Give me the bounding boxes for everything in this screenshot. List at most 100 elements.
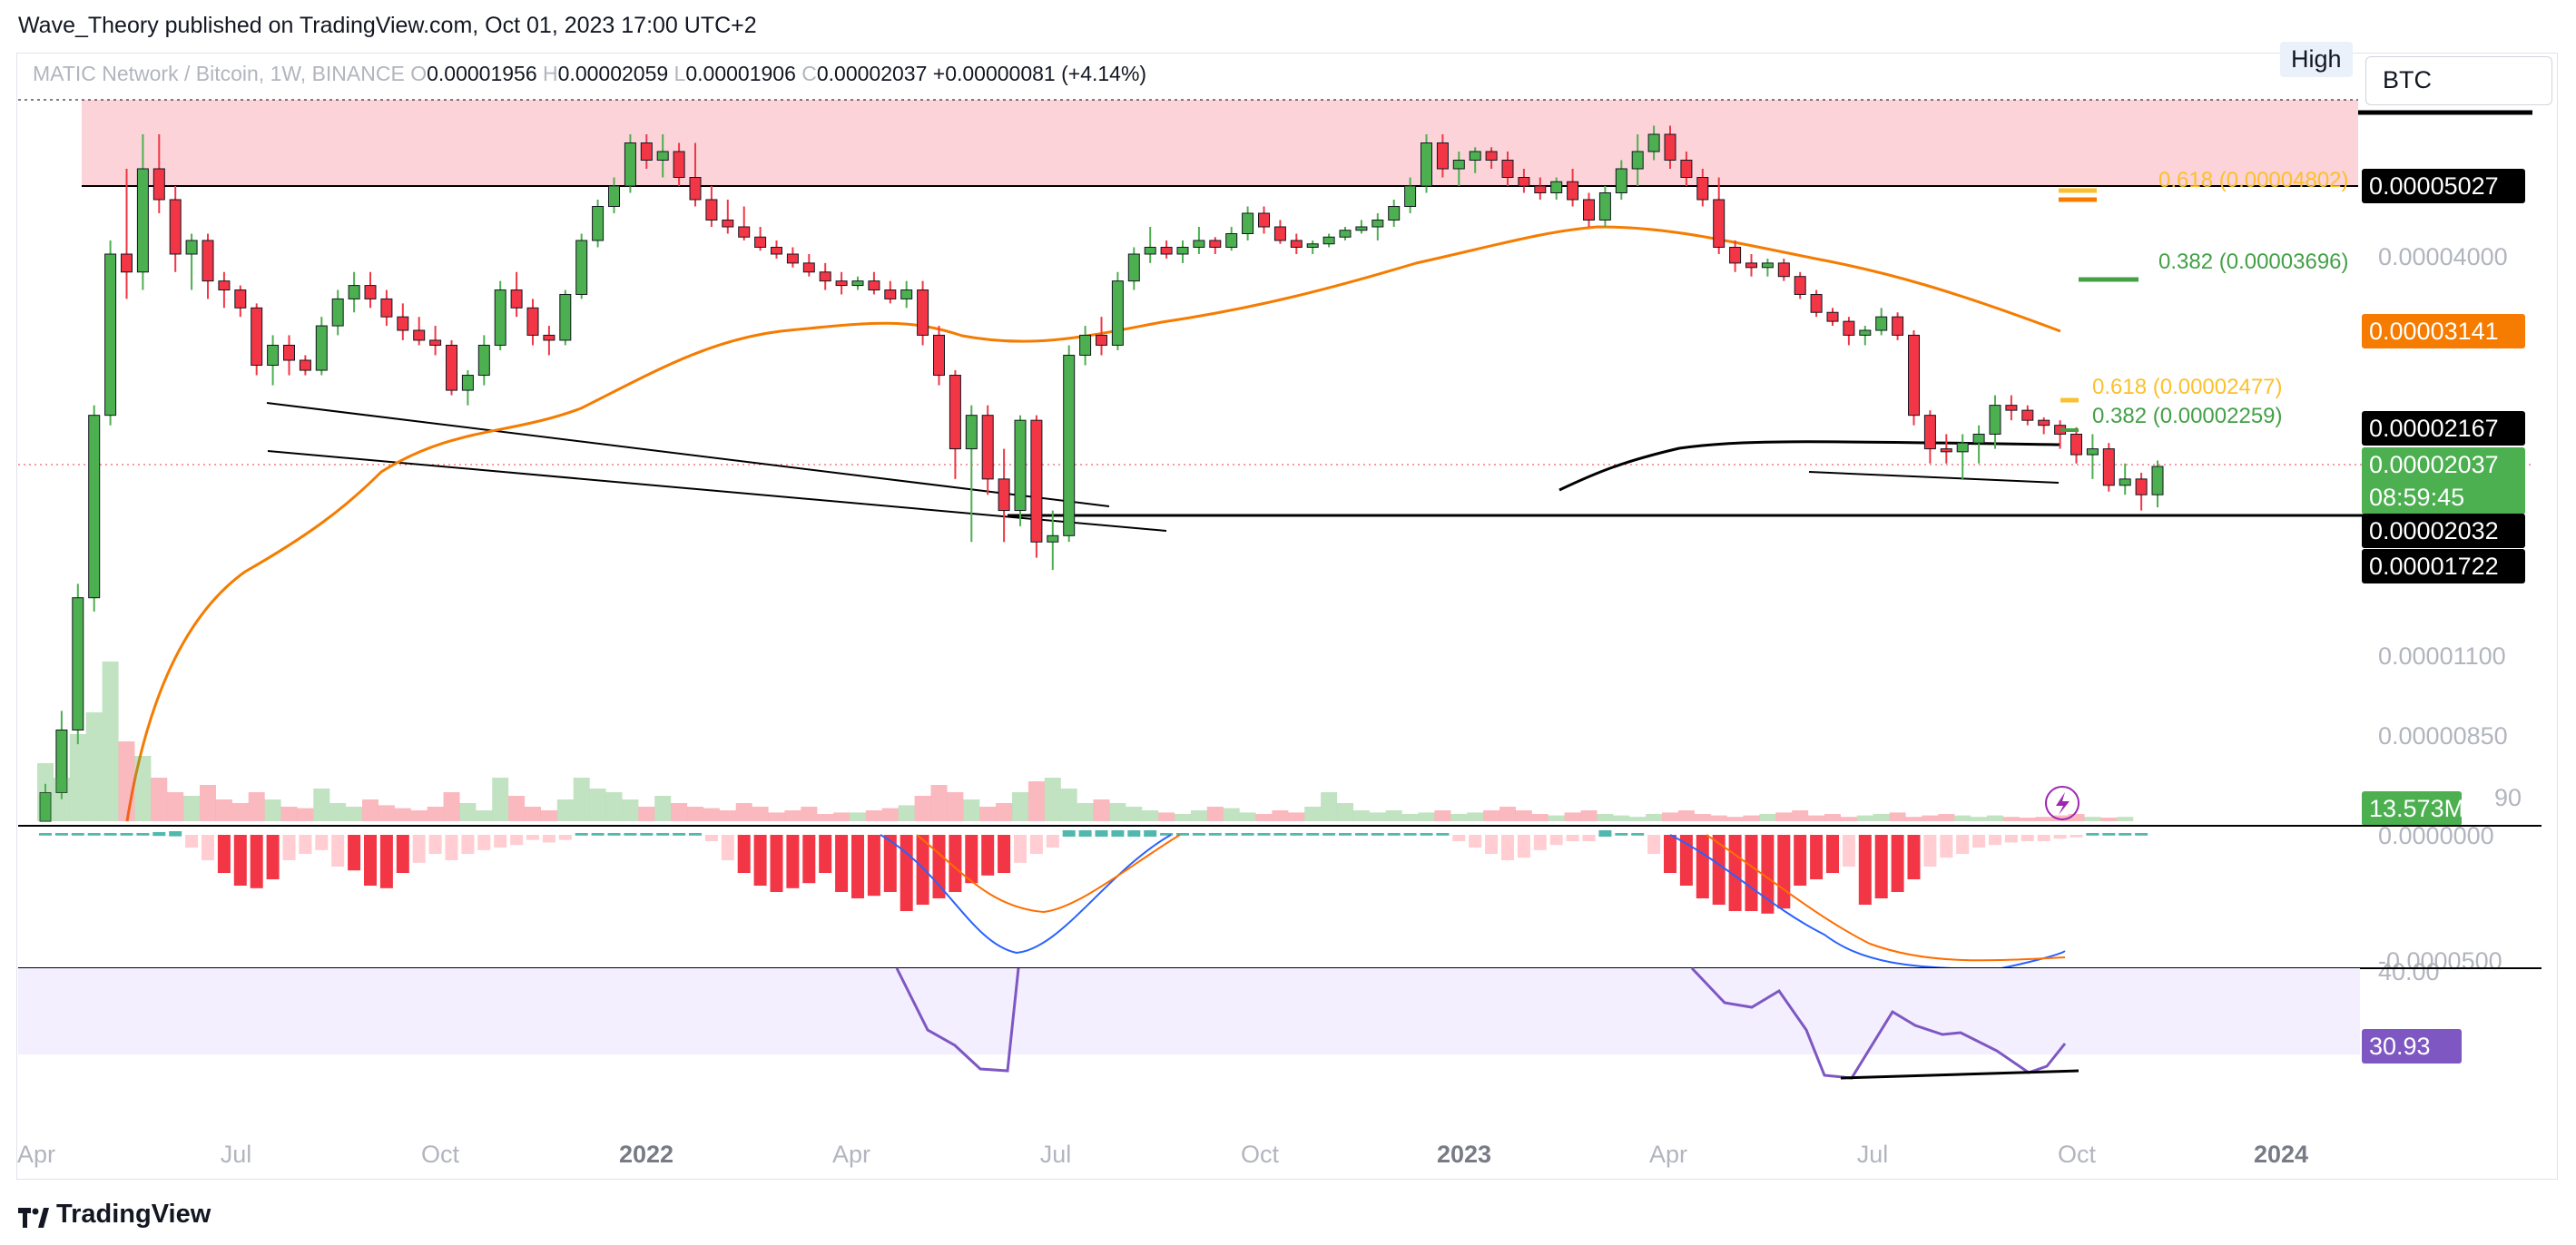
candle [1956, 434, 1969, 479]
macd-bar [1387, 833, 1401, 836]
candle [1355, 220, 1368, 234]
candle [413, 317, 426, 346]
high-button[interactable]: High [2280, 42, 2353, 77]
macd-bar [2020, 835, 2034, 841]
volume-bar [1109, 803, 1126, 821]
price-axis-label: 0.00001100 [2378, 642, 2506, 670]
candle-body [835, 280, 848, 287]
macd-bar [1810, 835, 1824, 879]
time-axis-label: Oct [2058, 1141, 2097, 1168]
macd-bar [1696, 835, 1709, 898]
candle [1908, 330, 1920, 426]
candle [1242, 206, 1254, 240]
candle-body [1892, 316, 1904, 336]
candle-body [2151, 466, 2164, 495]
symbol-name[interactable]: MATIC Network / Bitcoin, 1W, BINANCE [33, 62, 405, 85]
macd-bar [1777, 835, 1791, 909]
candle-body [1567, 181, 1579, 201]
volume-bar [1515, 810, 1532, 821]
macd-bar [1371, 833, 1384, 836]
open-value: 0.00001956 [427, 62, 537, 85]
volume-bar [622, 799, 639, 821]
candle-body [1209, 240, 1222, 248]
macd-bar [71, 833, 84, 836]
volume-bar [264, 799, 281, 821]
macd-bar [250, 835, 263, 888]
tradingview-logo-icon [18, 1205, 49, 1228]
candle-body [2086, 448, 2099, 456]
macd-bar [428, 835, 442, 854]
volume-bar [297, 808, 314, 821]
candle [965, 405, 978, 543]
candle-body [802, 262, 815, 273]
candle-body [624, 142, 636, 187]
candle [689, 142, 702, 207]
candle [933, 326, 945, 386]
volume-bar [1808, 815, 1825, 821]
volume-bar [1531, 814, 1549, 821]
price-tag [2362, 314, 2525, 348]
macd-bar [54, 833, 68, 836]
price-axis-label: 90 [2494, 784, 2522, 811]
macd-bar [1631, 833, 1645, 836]
volume-bar [1580, 810, 1598, 821]
macd-bar [2004, 835, 2018, 843]
candle [1047, 510, 1059, 571]
candle-body [1631, 151, 1644, 170]
macd-bar [916, 835, 929, 905]
volume-bar [1792, 810, 1809, 821]
macd-bar [526, 835, 539, 840]
candle [494, 280, 506, 350]
candle [331, 289, 344, 336]
macd-bar [1598, 830, 1612, 837]
time-axis-label: Jul [1040, 1141, 1072, 1168]
candle-body [949, 375, 961, 450]
candle-body [689, 177, 702, 201]
volume-bar [947, 792, 964, 821]
candle [234, 285, 247, 318]
macd-bar [1517, 835, 1530, 858]
candle-body [494, 289, 506, 346]
candle-body [1989, 405, 2001, 435]
price-tag-text: 13.573M [2369, 795, 2464, 822]
candle [1306, 240, 1319, 254]
candle-body [1063, 354, 1076, 536]
candle [397, 303, 409, 340]
macd-bar [1745, 835, 1758, 911]
lightning-icon-bolt [2056, 792, 2070, 815]
tradingview-logo[interactable]: TradingView [18, 1200, 211, 1230]
candle-body [1079, 334, 1092, 356]
candle [1127, 247, 1140, 290]
candle-body [1127, 253, 1140, 282]
candle [1859, 326, 1872, 346]
volume-bar [638, 807, 655, 821]
volume-bar [1418, 812, 1435, 821]
candle-body [1501, 160, 1514, 178]
candle [1875, 308, 1888, 336]
candle [1989, 395, 2001, 449]
volume-bar [1401, 814, 1419, 821]
candle [900, 280, 913, 309]
currency-selector[interactable]: BTC [2365, 56, 2552, 105]
volume-bar [1223, 808, 1240, 821]
macd-bar [851, 835, 864, 898]
candle-body [380, 298, 393, 318]
volume-bar [1158, 812, 1175, 821]
macd-bar [1224, 833, 1238, 836]
candle-body [413, 329, 426, 341]
candle [202, 233, 214, 299]
candle-body [446, 344, 457, 391]
candle [1421, 134, 1432, 193]
candle [1452, 152, 1465, 186]
candle-body [673, 151, 685, 178]
change-value: +0.00000081 (+4.14%) [932, 62, 1147, 85]
fib-label: 0.618 (0.00002477) [2092, 375, 2283, 399]
candle-body [1355, 226, 1368, 231]
candle-body [1598, 192, 1611, 221]
macd-bar [1127, 830, 1141, 837]
candle [543, 326, 556, 356]
candle-body [575, 240, 588, 295]
candle [2086, 434, 2099, 479]
candle [1567, 169, 1579, 207]
